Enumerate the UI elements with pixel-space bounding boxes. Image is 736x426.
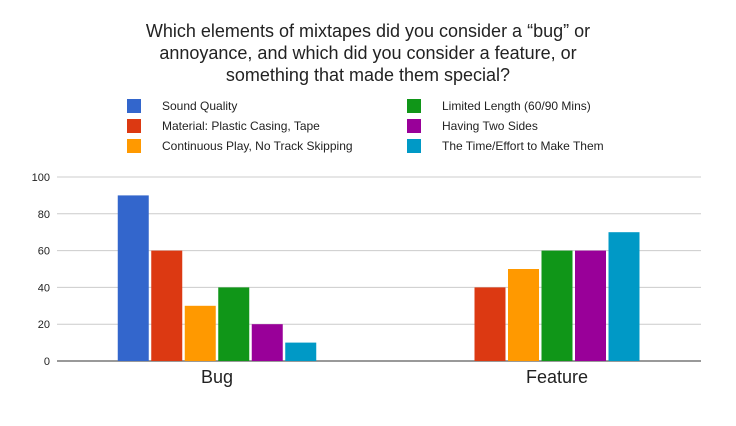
bar-feature-series-2: [508, 269, 539, 361]
chart-title-line-3: something that made them special?: [225, 65, 511, 85]
legend-item: The Time/Effort to Make Them: [407, 139, 604, 153]
bar-feature-series-5: [608, 232, 640, 361]
chart-title-line-1: Which elements of mixtapes did you consi…: [145, 21, 591, 41]
x-tick-label: Bug: [201, 367, 233, 387]
chart-title: Which elements of mixtapes did you consi…: [0, 20, 736, 86]
legend-swatch: [407, 99, 421, 113]
legend-item: Having Two Sides: [407, 119, 538, 133]
legend-item: Continuous Play, No Track Skipping: [127, 139, 353, 153]
legend-swatch: [127, 139, 141, 153]
bar-bug-series-4: [251, 324, 283, 361]
legend-swatch: [407, 139, 421, 153]
y-tick-label: 40: [38, 282, 50, 294]
bar-feature-series-1: [474, 287, 506, 361]
bar-bug-series-5: [285, 342, 317, 361]
legend-swatch: [127, 119, 141, 133]
legend-item: Material: Plastic Casing, Tape: [127, 119, 320, 133]
legend-swatch: [127, 99, 141, 113]
chart-title-line-2: annoyance, and which did you consider a …: [159, 43, 577, 63]
y-tick-label: 60: [38, 246, 50, 258]
legend-label: Continuous Play, No Track Skipping: [162, 139, 353, 153]
legend-label: Having Two Sides: [442, 119, 538, 133]
bar-bug-series-1: [151, 250, 183, 361]
bar-bug-series-3: [218, 287, 250, 361]
chart-legend: Sound Quality Material: Plastic Casing, T…: [0, 0, 736, 153]
x-tick-label: Feature: [526, 367, 588, 387]
legend-label: Sound Quality: [162, 99, 238, 113]
legend-label: The Time/Effort to Make Them: [442, 139, 604, 153]
legend-swatch: [407, 119, 421, 133]
legend-label: Material: Plastic Casing, Tape: [162, 119, 320, 133]
y-tick-label: 100: [32, 172, 50, 184]
y-tick-label: 20: [38, 319, 50, 331]
y-tick-label: 80: [38, 209, 50, 221]
legend-label: Limited Length (60/90 Mins): [442, 99, 591, 113]
bar-feature-series-4: [575, 250, 606, 361]
legend-item: Limited Length (60/90 Mins): [407, 99, 591, 113]
bar-feature-series-3: [541, 250, 573, 361]
y-tick-label: 0: [44, 356, 50, 368]
legend-item: Sound Quality: [127, 99, 237, 113]
bar-bug-series-2: [184, 305, 216, 361]
bar-bug-series-0: [117, 195, 149, 361]
